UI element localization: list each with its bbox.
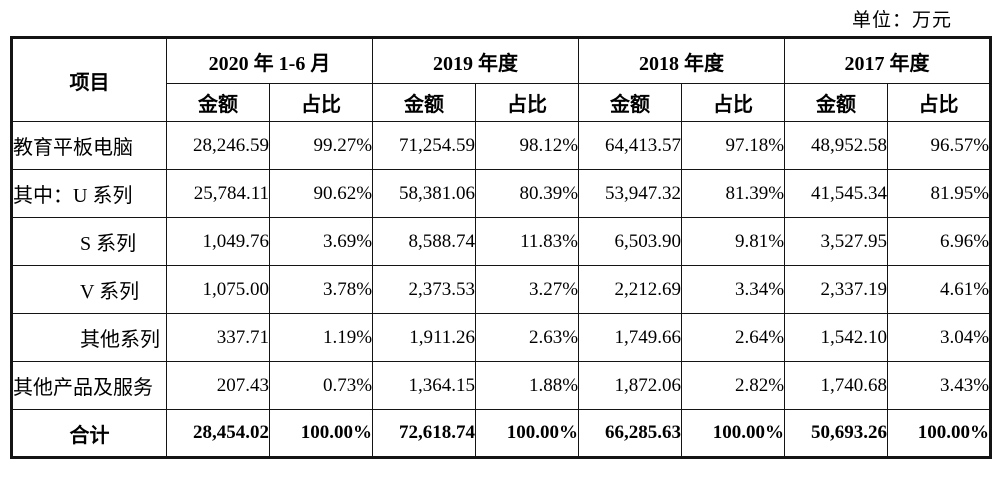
ratio-cell: 1.19%: [268, 313, 374, 362]
amount-cell: 3,527.95: [784, 217, 889, 266]
header-row-measures: 金额 占比 金额 占比 金额 占比 金额 占比: [12, 83, 992, 122]
ratio-cell: 0.73%: [268, 361, 374, 410]
ratio-cell: 96.57%: [887, 121, 992, 170]
amount-cell: 53,947.32: [578, 169, 683, 218]
ratio-cell: 3.69%: [268, 217, 374, 266]
amount-cell: 41,545.34: [784, 169, 889, 218]
ratio-cell: 3.43%: [887, 361, 992, 410]
ratio-header: 占比: [681, 83, 786, 122]
amount-cell: 1,749.66: [578, 313, 683, 362]
row-label: 其他产品及服务: [11, 361, 167, 410]
total-ratio-cell: 100.00%: [475, 409, 580, 458]
ratio-cell: 3.04%: [887, 313, 992, 362]
table-row-u-series: 其中：U 系列 25,784.11 90.62% 58,381.06 80.39…: [11, 169, 992, 218]
ratio-cell: 11.83%: [475, 217, 580, 266]
amount-header: 金额: [372, 83, 477, 122]
ratio-cell: 2.64%: [681, 313, 786, 362]
row-label: 其中：U 系列: [11, 169, 167, 218]
ratio-cell: 80.39%: [475, 169, 580, 218]
period-header-2018: 2018 年度: [578, 37, 786, 84]
ratio-cell: 81.39%: [681, 169, 786, 218]
ratio-cell: 3.78%: [268, 265, 374, 314]
period-header-2020h1: 2020 年 1-6 月: [165, 37, 374, 84]
ratio-cell: 90.62%: [268, 169, 374, 218]
amount-cell: 58,381.06: [372, 169, 477, 218]
amount-cell: 1,911.26: [372, 313, 477, 362]
row-label: S 系列: [11, 217, 167, 266]
table-row-s-series: S 系列 1,049.76 3.69% 8,588.74 11.83% 6,50…: [11, 217, 992, 266]
amount-cell: 337.71: [166, 313, 270, 362]
amount-cell: 207.43: [166, 361, 270, 410]
amount-cell: 64,413.57: [578, 121, 683, 170]
ratio-cell: 99.27%: [268, 121, 374, 170]
amount-cell: 8,588.74: [372, 217, 477, 266]
row-label: V 系列: [11, 265, 167, 314]
amount-cell: 1,872.06: [578, 361, 683, 410]
row-label: 其他系列: [11, 313, 167, 362]
unit-label: 单位：万元: [851, 10, 952, 31]
ratio-header: 占比: [887, 83, 992, 122]
amount-cell: 1,075.00: [166, 265, 270, 314]
ratio-header: 占比: [268, 83, 374, 122]
amount-cell: 1,049.76: [166, 217, 270, 266]
ratio-cell: 97.18%: [681, 121, 786, 170]
ratio-cell: 2.82%: [681, 361, 786, 410]
total-ratio-cell: 100.00%: [887, 409, 992, 458]
total-ratio-cell: 100.00%: [681, 409, 786, 458]
amount-cell: 2,212.69: [578, 265, 683, 314]
amount-header: 金额: [166, 83, 270, 122]
amount-header: 金额: [578, 83, 683, 122]
row-label: 教育平板电脑: [11, 121, 167, 170]
amount-cell: 1,542.10: [784, 313, 889, 362]
total-row: 合计 28,454.02 100.00% 72,618.74 100.00% 6…: [11, 409, 992, 458]
amount-cell: 71,254.59: [372, 121, 477, 170]
ratio-cell: 3.27%: [475, 265, 580, 314]
total-ratio-cell: 100.00%: [268, 409, 374, 458]
amount-cell: 48,952.58: [784, 121, 889, 170]
ratio-cell: 1.88%: [475, 361, 580, 410]
amount-cell: 2,373.53: [372, 265, 477, 314]
ratio-cell: 98.12%: [475, 121, 580, 170]
ratio-cell: 2.63%: [475, 313, 580, 362]
period-header-2017: 2017 年度: [784, 37, 992, 84]
amount-cell: 28,246.59: [166, 121, 270, 170]
ratio-header: 占比: [475, 83, 580, 122]
total-amount-cell: 66,285.63: [578, 409, 683, 458]
table-row-other-products: 其他产品及服务 207.43 0.73% 1,364.15 1.88% 1,87…: [11, 361, 992, 410]
table-row-edu-tablet: 教育平板电脑 28,246.59 99.27% 71,254.59 98.12%…: [11, 121, 992, 170]
revenue-breakdown-table: 项目 2020 年 1-6 月 2019 年度 2018 年度 2017 年度 …: [10, 36, 993, 459]
total-amount-cell: 50,693.26: [784, 409, 889, 458]
amount-cell: 6,503.90: [578, 217, 683, 266]
ratio-cell: 4.61%: [887, 265, 992, 314]
ratio-cell: 81.95%: [887, 169, 992, 218]
total-amount-cell: 72,618.74: [372, 409, 477, 458]
header-row-periods: 项目 2020 年 1-6 月 2019 年度 2018 年度 2017 年度: [11, 37, 992, 122]
amount-cell: 1,364.15: [372, 361, 477, 410]
amount-cell: 25,784.11: [166, 169, 270, 218]
total-amount-cell: 28,454.02: [166, 409, 270, 458]
item-column-header: 项目: [11, 37, 167, 122]
amount-cell: 1,740.68: [784, 361, 889, 410]
table-row-v-series: V 系列 1,075.00 3.78% 2,373.53 3.27% 2,212…: [11, 265, 992, 314]
ratio-cell: 9.81%: [681, 217, 786, 266]
total-label: 合计: [11, 409, 167, 458]
amount-cell: 2,337.19: [784, 265, 889, 314]
ratio-cell: 3.34%: [681, 265, 786, 314]
period-header-2019: 2019 年度: [372, 37, 580, 84]
amount-header: 金额: [784, 83, 889, 122]
ratio-cell: 6.96%: [887, 217, 992, 266]
table-row-other-series: 其他系列 337.71 1.19% 1,911.26 2.63% 1,749.6…: [11, 313, 992, 362]
